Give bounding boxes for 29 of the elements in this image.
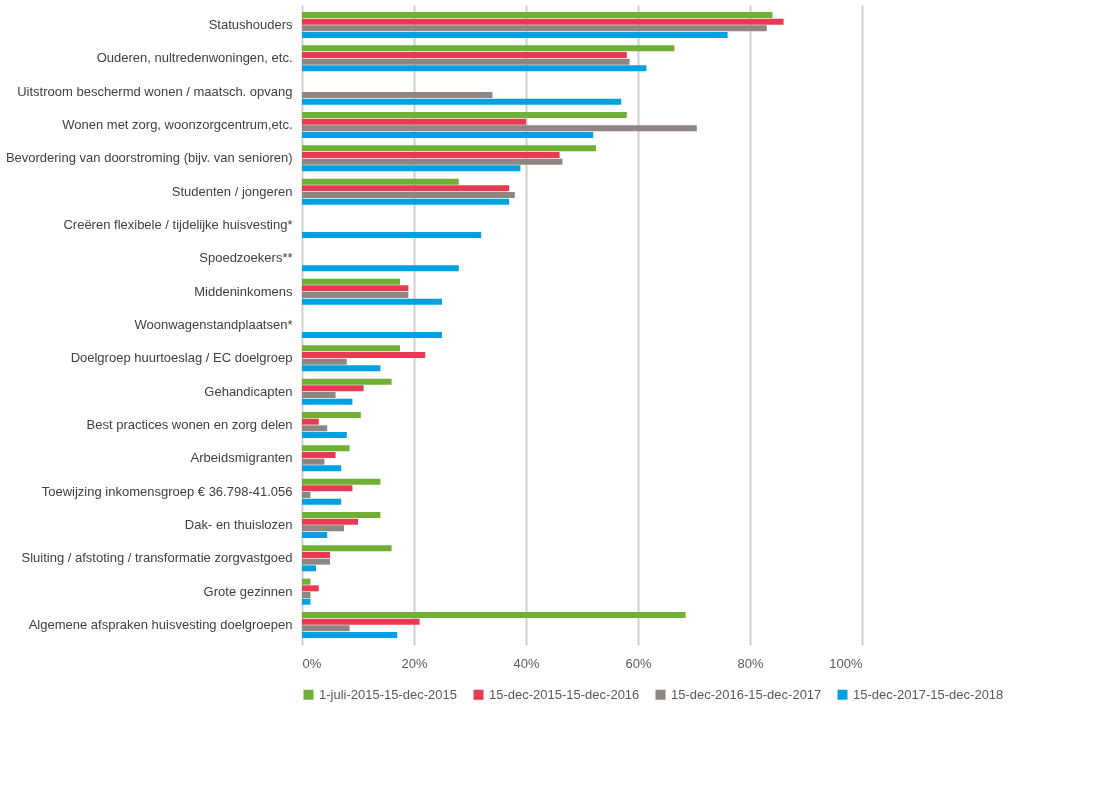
legend-label: 15-dec-2015-15-dec-2016: [489, 686, 640, 702]
y-tick-label: Doelgroep huurtoeslag / EC doelgroep: [70, 350, 293, 366]
y-tick-label: Ouderen, nultredenwoningen, etc.: [96, 50, 293, 66]
y-tick-label: Uitstroom beschermd wonen / maatsch. opvang: [17, 83, 293, 99]
legend-label: 1-juli-2015-15-dec-2015: [319, 686, 458, 702]
legend-label: 15-dec-2017-15-dec-2018: [853, 686, 1004, 702]
x-tick-label: 100%: [829, 655, 863, 671]
y-tick-label: Bevordering van doorstroming (bijv. van senioren): [5, 150, 293, 166]
y-tick-label: Middeninkomens: [194, 283, 293, 299]
x-tick-label: 60%: [625, 655, 652, 671]
y-tick-label: Algemene afspraken huisvesting doelgroepen: [28, 617, 293, 632]
y-tick-label: Studenten / jongeren: [171, 183, 293, 199]
y-tick-label: Woonwagenstandplaatsen*: [134, 317, 293, 332]
x-tick-label: 40%: [513, 655, 540, 671]
y-tick-label: Grote gezinnen: [203, 583, 293, 599]
y-tick-label: Arbeidsmigranten: [190, 450, 293, 466]
y-tick-label: Spoedzoekers**: [199, 250, 293, 266]
y-tick-label: Gehandicapten: [204, 383, 293, 399]
x-tick-label: 0%: [302, 655, 322, 671]
x-tick-label: 20%: [401, 655, 428, 671]
y-tick-label: Toewijzing inkomensgroep € 36.798-41.056: [41, 483, 293, 499]
y-tick-label: Sluiting / afstoting / transformatie zorgvastgoed: [21, 550, 293, 566]
y-tick-label: Wonen met zorg, woonzorgcentrum,etc.: [62, 117, 293, 132]
y-tick-label: Statushouders: [208, 17, 293, 32]
x-tick-label: 80%: [737, 655, 764, 671]
y-tick-label: Best practices wonen en zorg delen: [86, 417, 293, 432]
y-tick-label: Dak- en thuislozen: [184, 517, 293, 532]
legend-label: 15-dec-2016-15-dec-2017: [671, 686, 822, 702]
y-tick-label: Creëren flexibele / tijdelijke huisvesting*: [63, 217, 293, 232]
